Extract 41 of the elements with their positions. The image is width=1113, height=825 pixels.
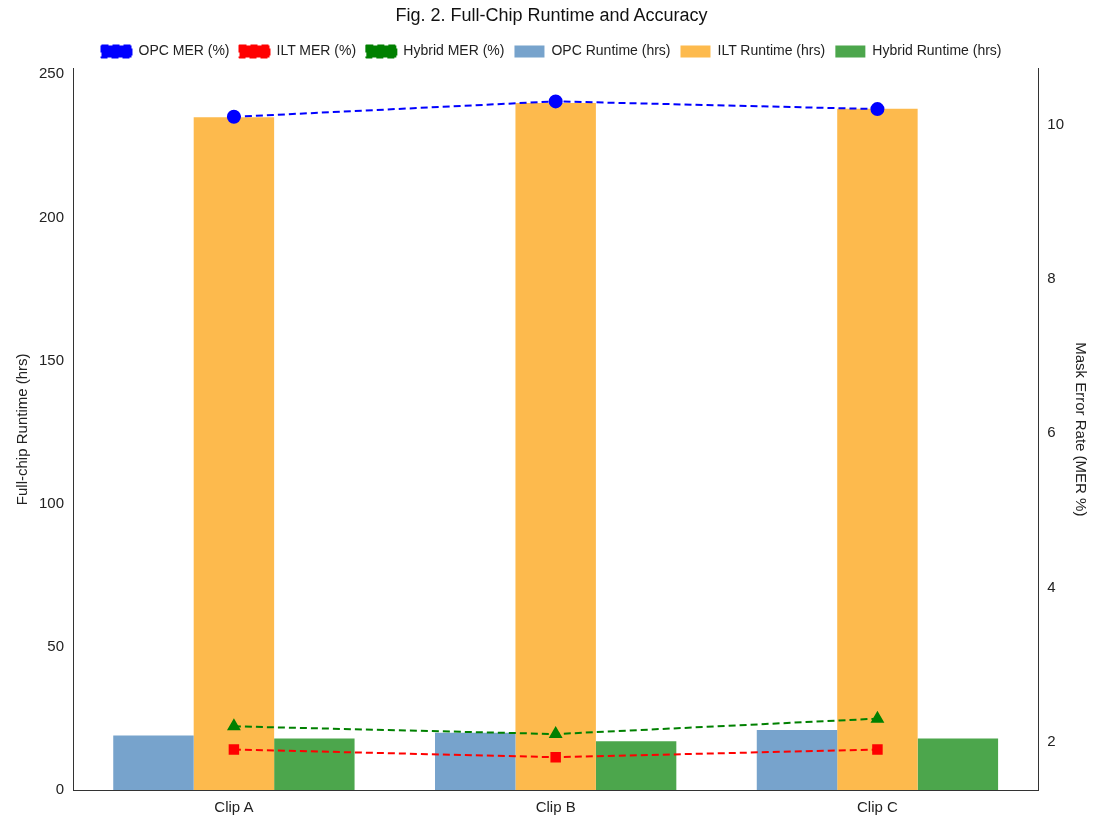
y2-tick-label: 8 xyxy=(1047,268,1056,286)
y-tick-label: 50 xyxy=(47,637,65,655)
y2-tick-label: 6 xyxy=(1047,423,1056,441)
y-tick-label: 150 xyxy=(39,350,65,368)
y2-tick-label: 10 xyxy=(1047,114,1064,132)
point xyxy=(872,744,883,755)
bar xyxy=(756,729,838,790)
y2-axis-title: Mask Error Rate (MER %) xyxy=(1072,342,1090,517)
point xyxy=(550,751,561,763)
y-axis-title: Full-chip Runtime (hrs) xyxy=(13,353,31,506)
point xyxy=(226,109,241,124)
bar xyxy=(274,738,355,790)
y-tick-label: 100 xyxy=(39,493,65,511)
x-tick-label: Clip B xyxy=(535,798,576,816)
y2-tick-label: 2 xyxy=(1047,731,1056,749)
legend-label: Hybrid MER (%) xyxy=(403,42,505,59)
x-tick-label: Clip C xyxy=(857,798,899,816)
legend-label: OPC Runtime (hrs) xyxy=(551,42,671,59)
legend-label: ILT MER (%) xyxy=(276,42,357,59)
point xyxy=(549,727,562,739)
point xyxy=(548,94,563,109)
chart-title: Fig. 2. Full-Chip Runtime and Accuracy xyxy=(395,4,708,25)
point xyxy=(871,711,884,723)
bar xyxy=(837,108,918,790)
y-tick-label: 0 xyxy=(55,780,65,798)
y-tick-label: 250 xyxy=(39,64,65,82)
legend-label: OPC MER (%) xyxy=(138,42,230,59)
y2-tick-label: 4 xyxy=(1047,577,1056,595)
point xyxy=(870,102,885,117)
x-tick-label: Clip A xyxy=(214,798,254,816)
bar xyxy=(435,732,516,790)
legend-label: Hybrid Runtime (hrs) xyxy=(872,42,1002,59)
y-tick-label: 200 xyxy=(39,207,65,225)
bar xyxy=(113,735,194,790)
point xyxy=(227,719,241,731)
bar xyxy=(193,117,275,790)
bar xyxy=(595,741,677,790)
point xyxy=(228,744,240,755)
legend-label: ILT Runtime (hrs) xyxy=(717,42,826,59)
bar xyxy=(917,738,999,790)
bar xyxy=(515,102,596,790)
